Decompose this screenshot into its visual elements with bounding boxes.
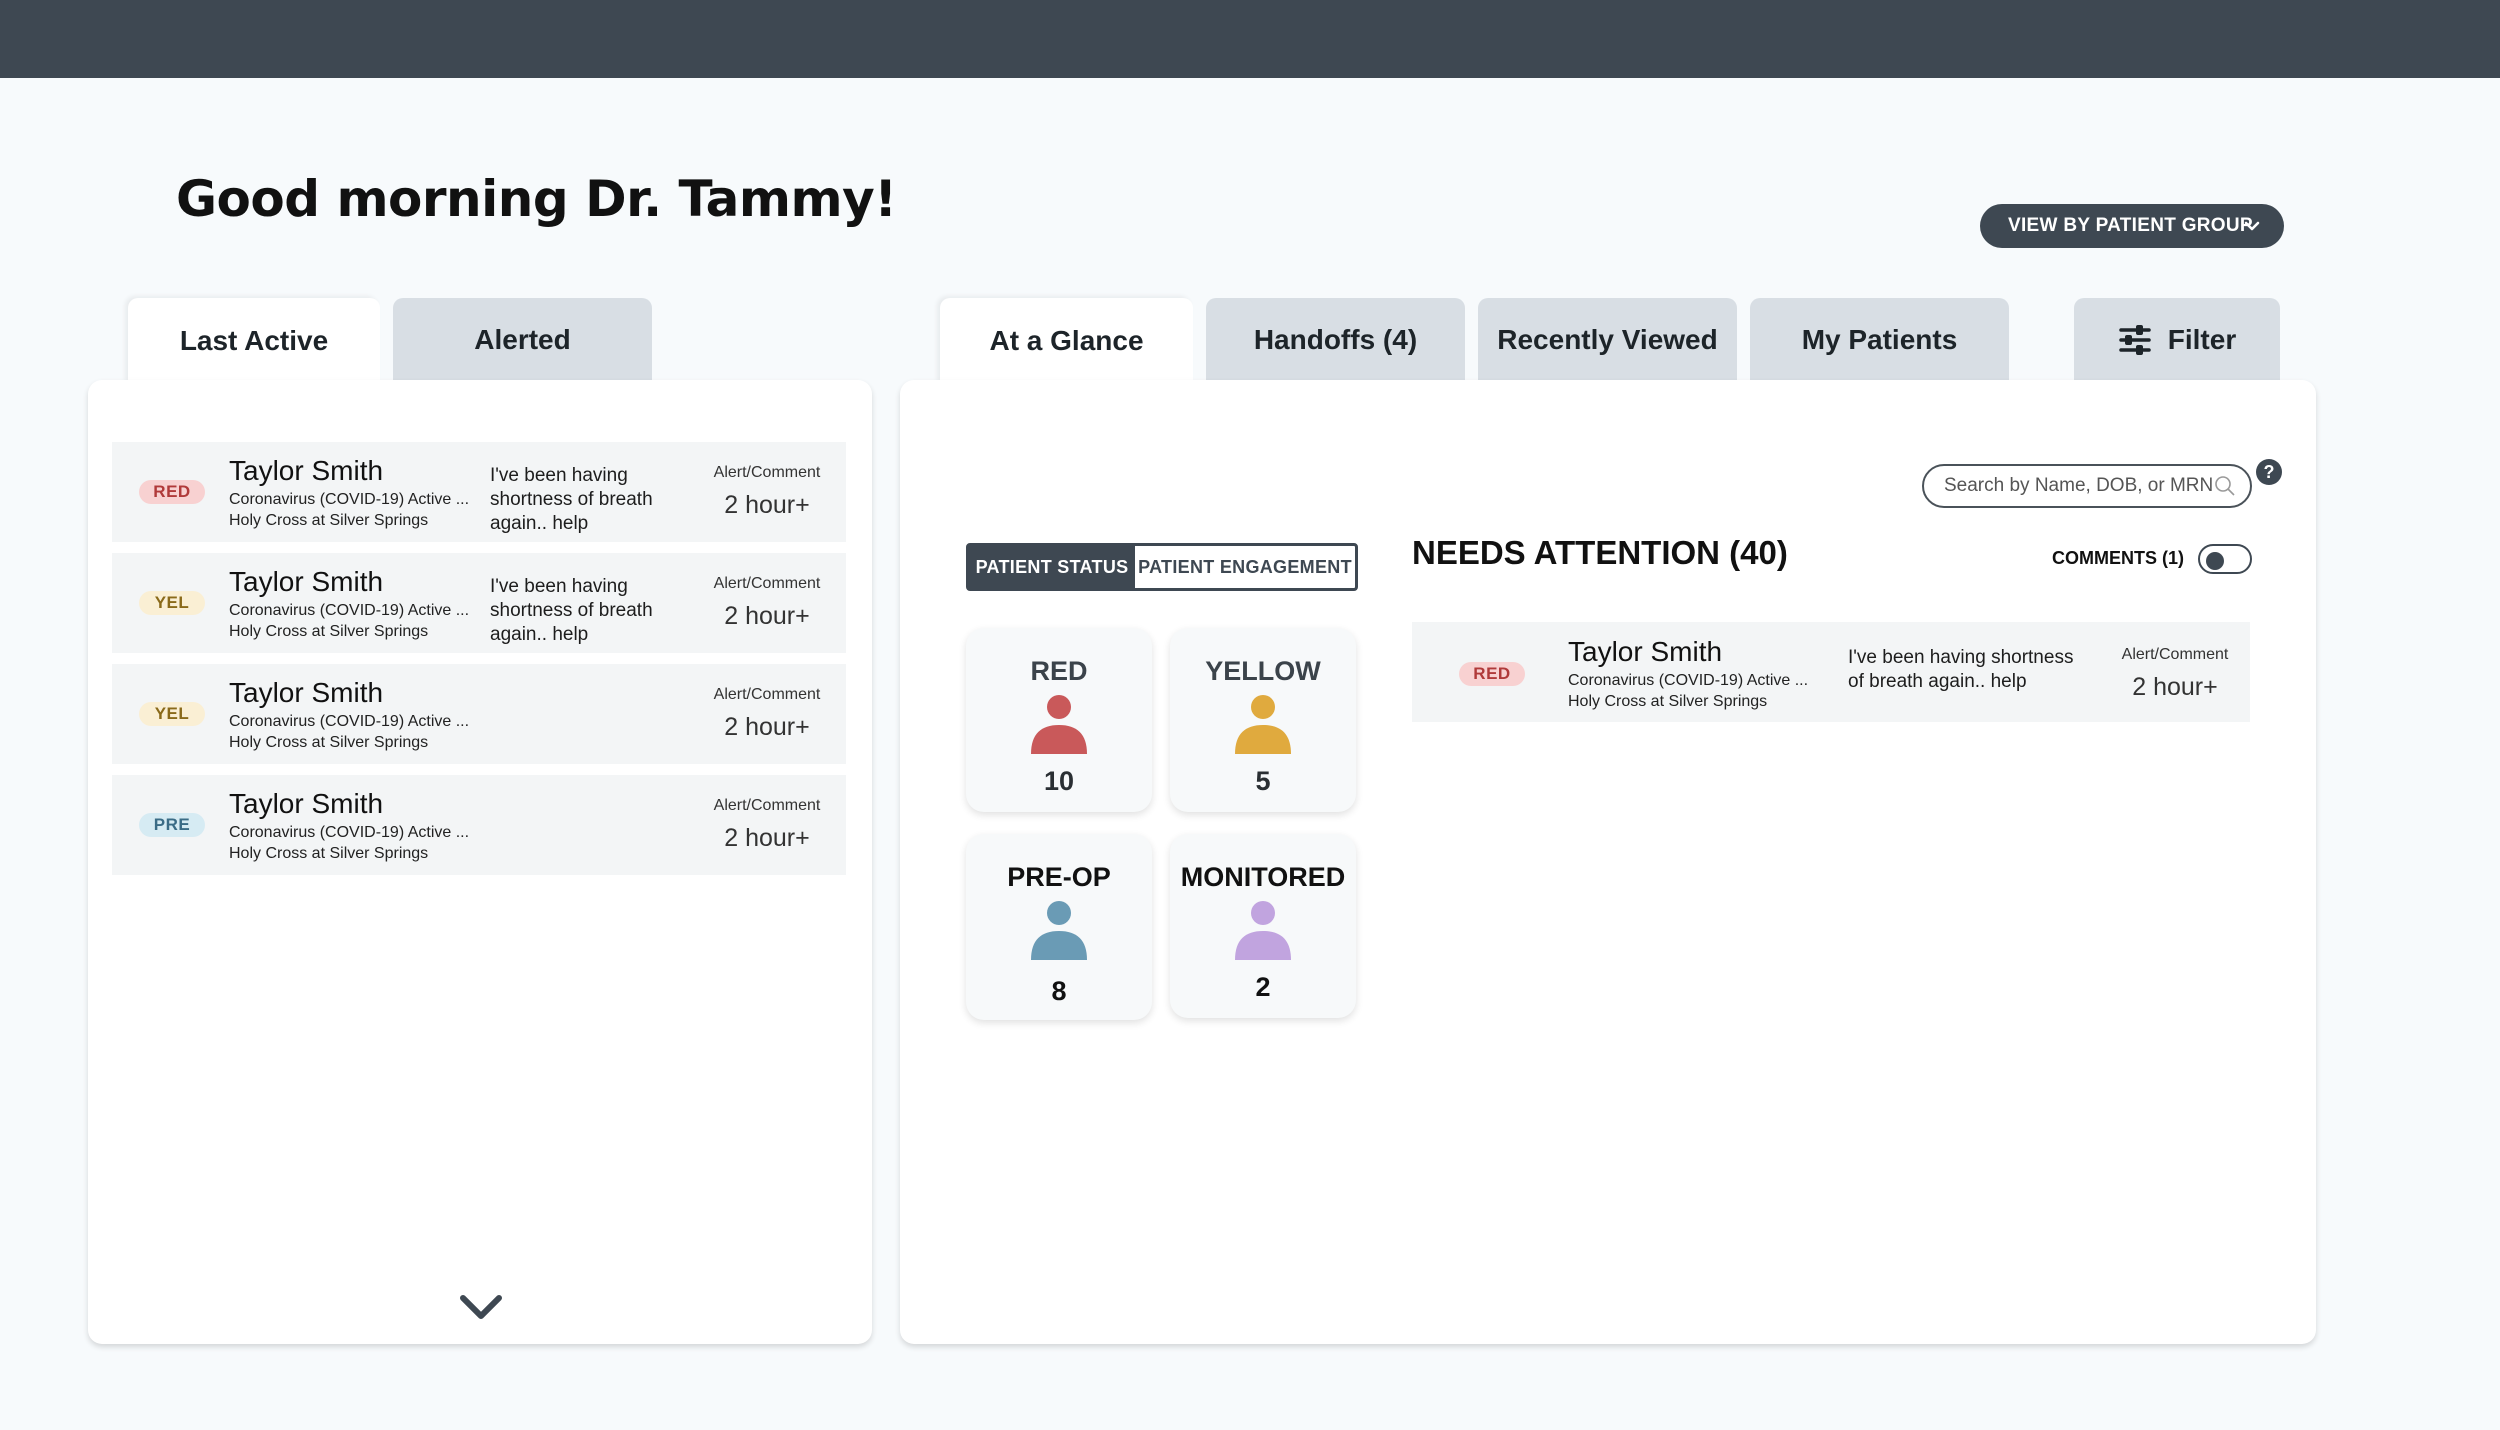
person-icon — [1031, 695, 1087, 754]
tab-recently-viewed[interactable]: Recently Viewed — [1478, 298, 1737, 382]
tab-last-active[interactable]: Last Active — [128, 298, 380, 384]
toggle-knob — [2206, 552, 2224, 570]
alert-label: Alert/Comment — [713, 575, 821, 592]
card-title: RED — [1030, 656, 1088, 686]
patient-diagnosis: Coronavirus (COVID-19) Active ... — [229, 491, 470, 508]
greeting-title: Good morning Dr. Tammy! — [176, 170, 897, 228]
at-a-glance-panel: Search by Name, DOB, or MRN ? PATIENT ST… — [900, 380, 2316, 1344]
patient-message: I've been having shortness of breath aga… — [490, 465, 653, 534]
needs-attention-row[interactable]: RED Taylor Smith Coronavirus (COVID-19) … — [1412, 622, 2250, 722]
person-icon — [1235, 695, 1291, 754]
patient-diagnosis: Coronavirus (COVID-19) Active ... — [229, 824, 470, 841]
status-card-red[interactable]: RED 10 — [966, 628, 1152, 812]
needs-attention-title: NEEDS ATTENTION (40) — [1412, 534, 1788, 571]
search-placeholder: Search by Name, DOB, or MRN — [1944, 475, 2214, 496]
patient-facility: Holy Cross at Silver Springs — [229, 623, 429, 640]
patient-name[interactable]: Taylor Smith — [229, 788, 384, 819]
tab-at-a-glance[interactable]: At a Glance — [940, 298, 1193, 384]
patient-name[interactable]: Taylor Smith — [229, 455, 384, 486]
comments-toggle[interactable] — [2198, 544, 2252, 574]
person-icon — [1031, 901, 1087, 960]
alert-time: 2 hour+ — [724, 824, 810, 852]
patient-message: I've been having shortness of breath aga… — [490, 576, 653, 645]
filter-label: Filter — [2167, 324, 2237, 355]
patient-row[interactable]: RED Taylor Smith Coronavirus (COVID-19) … — [112, 442, 846, 542]
filter-button[interactable]: Filter — [2074, 298, 2280, 382]
status-badge: RED — [1459, 662, 1525, 686]
patient-name[interactable]: Taylor Smith — [229, 566, 384, 597]
patient-message: I've been having shortness of breath aga… — [1848, 647, 2074, 692]
comments-label: COMMENTS (1) — [2052, 548, 2184, 568]
patient-name[interactable]: Taylor Smith — [1568, 636, 1723, 667]
card-title: MONITORED — [1180, 862, 1346, 892]
card-count: 5 — [1255, 766, 1271, 796]
alert-label: Alert/Comment — [713, 686, 821, 703]
patient-diagnosis: Coronavirus (COVID-19) Active ... — [229, 602, 470, 619]
status-card-monitored[interactable]: MONITORED 2 — [1170, 834, 1356, 1018]
chevron-down-icon[interactable] — [458, 1292, 504, 1322]
card-title: PRE-OP — [1007, 862, 1111, 892]
tab-alerted[interactable]: Alerted — [393, 298, 652, 382]
patient-facility: Holy Cross at Silver Springs — [229, 734, 429, 751]
status-card-yellow[interactable]: YELLOW 5 — [1170, 628, 1356, 812]
alert-label: Alert/Comment — [713, 797, 821, 814]
status-card-pre-op[interactable]: PRE-OP 8 — [966, 834, 1152, 1020]
tab-handoffs[interactable]: Handoffs (4) — [1206, 298, 1465, 382]
patient-diagnosis: Coronavirus (COVID-19) Active ... — [1568, 672, 1809, 689]
status-view-toggle: PATIENT STATUS PATIENT ENGAGEMENT — [966, 543, 1358, 591]
patient-engagement-option[interactable]: PATIENT ENGAGEMENT — [1138, 556, 1352, 577]
status-badge: YEL — [139, 702, 205, 726]
card-title: YELLOW — [1205, 656, 1321, 686]
chevron-down-icon — [2244, 221, 2260, 231]
patient-row[interactable]: PRE Taylor Smith Coronavirus (COVID-19) … — [112, 775, 846, 875]
alert-time: 2 hour+ — [724, 713, 810, 741]
patient-name[interactable]: Taylor Smith — [229, 677, 384, 708]
top-bar — [0, 0, 2500, 78]
patient-status-option[interactable]: PATIENT STATUS — [969, 546, 1135, 588]
view-by-patient-group-button[interactable]: VIEW BY PATIENT GROUP — [1980, 204, 2284, 248]
patient-facility: Holy Cross at Silver Springs — [229, 845, 429, 862]
patient-row[interactable]: YEL Taylor Smith Coronavirus (COVID-19) … — [112, 553, 846, 653]
patient-diagnosis: Coronavirus (COVID-19) Active ... — [229, 713, 470, 730]
sliders-icon — [2119, 325, 2151, 355]
alert-time: 2 hour+ — [724, 491, 810, 519]
alert-label: Alert/Comment — [2121, 646, 2229, 663]
status-badge: RED — [139, 480, 205, 504]
card-count: 2 — [1255, 972, 1271, 1002]
status-badge: YEL — [139, 591, 205, 615]
group-button-label: VIEW BY PATIENT GROUP — [2008, 215, 2253, 236]
patient-facility: Holy Cross at Silver Springs — [229, 512, 429, 529]
card-count: 10 — [1043, 766, 1075, 796]
status-badge: PRE — [139, 813, 205, 837]
tab-my-patients[interactable]: My Patients — [1750, 298, 2009, 382]
card-count: 8 — [1051, 976, 1067, 1006]
search-input[interactable]: Search by Name, DOB, or MRN — [1922, 464, 2252, 508]
person-icon — [1235, 901, 1291, 960]
alert-time: 2 hour+ — [2132, 673, 2218, 701]
alert-time: 2 hour+ — [724, 602, 810, 630]
patient-facility: Holy Cross at Silver Springs — [1568, 693, 1768, 710]
search-icon — [2215, 476, 2235, 496]
last-active-panel: RED Taylor Smith Coronavirus (COVID-19) … — [88, 380, 872, 1344]
help-icon[interactable]: ? — [2256, 459, 2282, 485]
patient-row[interactable]: YEL Taylor Smith Coronavirus (COVID-19) … — [112, 664, 846, 764]
alert-label: Alert/Comment — [713, 464, 821, 481]
